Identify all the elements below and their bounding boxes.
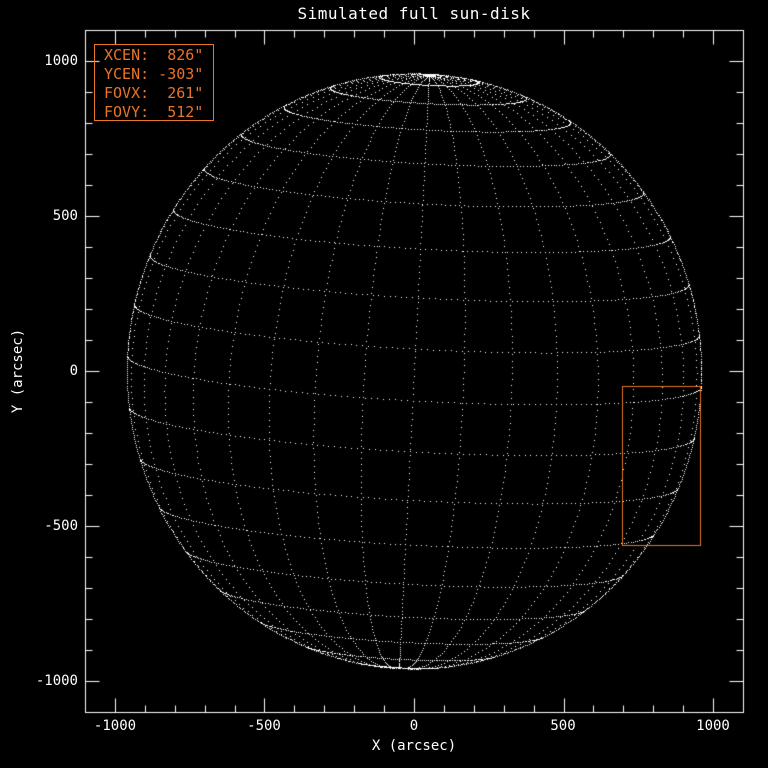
x-axis-label: X (arcsec) <box>371 738 457 754</box>
plot-title: Simulated full sun-disk <box>297 4 531 23</box>
x-tick-label-m1000: -1000 <box>93 718 137 734</box>
x-tick-label-m500: -500 <box>247 718 281 734</box>
y-tick-label-500: 500 <box>52 208 78 224</box>
y-axis-label: Y (arcsec) <box>10 328 26 414</box>
legend-line-xcen: XCEN: 826" <box>104 46 204 64</box>
y-tick-label-m500: -500 <box>44 518 78 534</box>
x-tick-label-0: 0 <box>409 718 419 734</box>
x-tick-label-1000: 1000 <box>696 718 730 734</box>
y-tick-label-1000: 1000 <box>44 53 78 69</box>
legend-line-ycen: YCEN: -303" <box>104 65 204 83</box>
fov-legend-box: XCEN: 826" YCEN: -303" FOVX: 261" FOVY: … <box>94 44 214 121</box>
x-tick-label-500: 500 <box>550 718 576 734</box>
y-tick-label-m1000: -1000 <box>35 673 78 689</box>
y-tick-label-0: 0 <box>69 363 78 379</box>
legend-line-fovx: FOVX: 261" <box>104 84 204 102</box>
legend-line-fovy: FOVY: 512" <box>104 103 204 121</box>
